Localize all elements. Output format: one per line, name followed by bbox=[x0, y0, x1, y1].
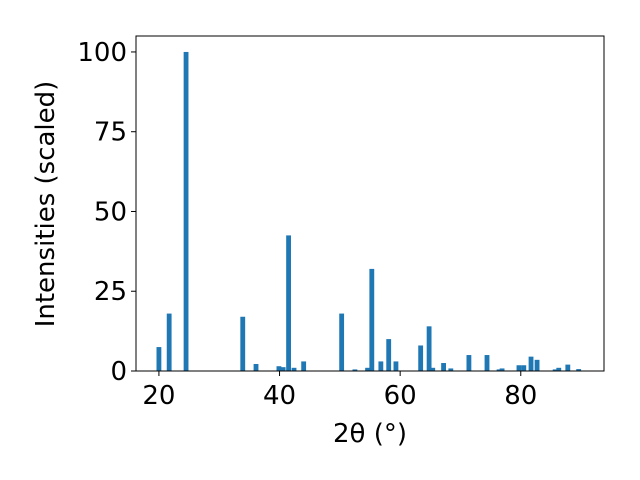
x-tick-label: 40 bbox=[263, 381, 296, 411]
plot-frame bbox=[135, 35, 605, 372]
bar bbox=[280, 367, 286, 371]
y-axis-label: Intensities (scaled) bbox=[31, 81, 61, 328]
x-tick-label: 20 bbox=[142, 381, 175, 411]
bar bbox=[516, 365, 522, 371]
bar bbox=[339, 313, 345, 371]
bar bbox=[276, 366, 282, 371]
bar bbox=[386, 339, 392, 371]
bar bbox=[441, 363, 446, 371]
bar bbox=[565, 364, 571, 371]
bar bbox=[552, 369, 558, 371]
bar bbox=[166, 313, 172, 371]
bar bbox=[576, 369, 582, 371]
bar bbox=[253, 363, 259, 371]
bar bbox=[352, 369, 358, 371]
bar bbox=[448, 368, 454, 371]
bar bbox=[378, 361, 384, 371]
bar bbox=[499, 368, 505, 371]
bar bbox=[534, 359, 540, 371]
bar bbox=[466, 355, 472, 371]
x-tick-label: 60 bbox=[384, 381, 417, 411]
bar bbox=[418, 345, 424, 371]
bar bbox=[240, 316, 246, 371]
y-tick-label: 75 bbox=[94, 118, 127, 148]
y-tick-label: 100 bbox=[77, 38, 127, 68]
bar bbox=[286, 235, 291, 371]
bar bbox=[369, 268, 375, 371]
bar bbox=[301, 361, 307, 371]
bar bbox=[156, 347, 162, 371]
bar bbox=[556, 367, 562, 371]
bar bbox=[426, 326, 432, 371]
bar bbox=[496, 369, 502, 371]
x-tick-label: 80 bbox=[504, 381, 537, 411]
bar bbox=[393, 361, 399, 371]
bar bbox=[430, 367, 436, 371]
bar bbox=[183, 51, 189, 371]
bar bbox=[528, 356, 534, 371]
y-tick-label: 50 bbox=[94, 197, 127, 227]
bar bbox=[365, 367, 370, 371]
bar bbox=[291, 367, 297, 371]
y-tick-label: 0 bbox=[110, 357, 127, 387]
x-axis-label: 2θ (°) bbox=[333, 419, 407, 449]
bar bbox=[521, 365, 527, 371]
bar bbox=[484, 355, 490, 371]
y-tick-label: 25 bbox=[94, 277, 127, 307]
